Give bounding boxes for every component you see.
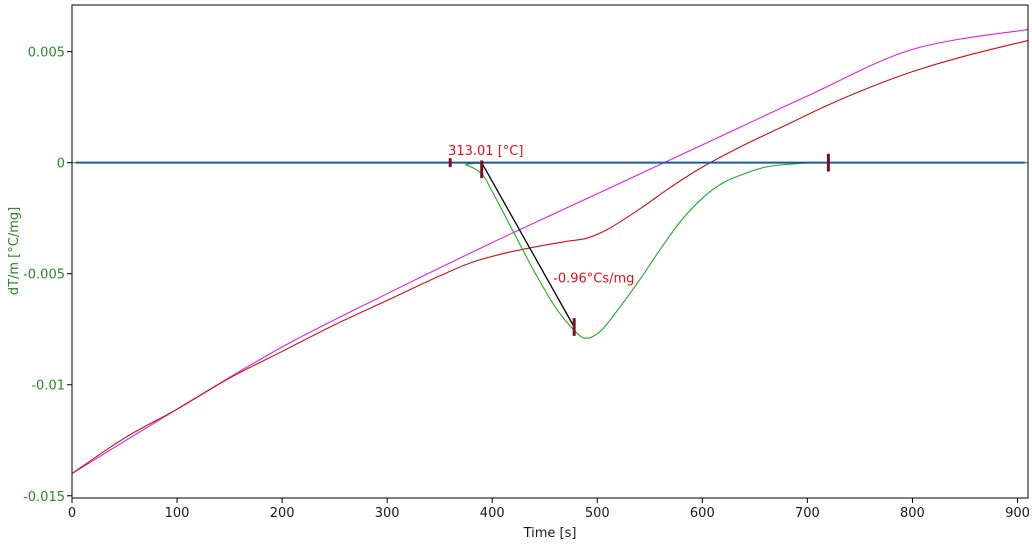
y-axis-title: dT/m [°C/mg]	[7, 207, 22, 295]
x-tick-label: 400	[480, 506, 505, 521]
x-tick-label: 500	[585, 506, 610, 521]
x-tick-label: 900	[1005, 506, 1030, 521]
x-tick-label: 0	[68, 506, 76, 521]
annotation-label-2: -0.96°Cs/mg	[553, 272, 634, 287]
x-tick-label: 800	[900, 506, 925, 521]
annotation-label-1: 313.01 [°C]	[448, 144, 523, 159]
y-tick-label: 0	[57, 157, 65, 172]
x-tick-label: 300	[375, 506, 400, 521]
y-tick-label: -0.005	[23, 268, 65, 283]
y-tick-label: -0.015	[23, 490, 65, 505]
series-line-green	[71, 161, 1029, 339]
y-tick-label: -0.01	[31, 379, 65, 394]
plot-area: 313.01 [°C] -0.96°Cs/mg	[71, 28, 1029, 475]
tangent-line	[481, 162, 575, 328]
series-line-red	[71, 39, 1029, 475]
plot-frame	[71, 4, 1029, 499]
x-tick-label: 200	[270, 506, 295, 521]
x-tick-label: 700	[795, 506, 820, 521]
x-tick-label: 100	[165, 506, 190, 521]
x-tick-label: 600	[690, 506, 715, 521]
axis-ticks: 0 100 200 300 400 500 600 700 800 900 0.005 0 -0.005…	[23, 46, 1030, 521]
x-axis-title: Time [s]	[523, 526, 577, 541]
y-tick-label: 0.005	[28, 46, 65, 61]
